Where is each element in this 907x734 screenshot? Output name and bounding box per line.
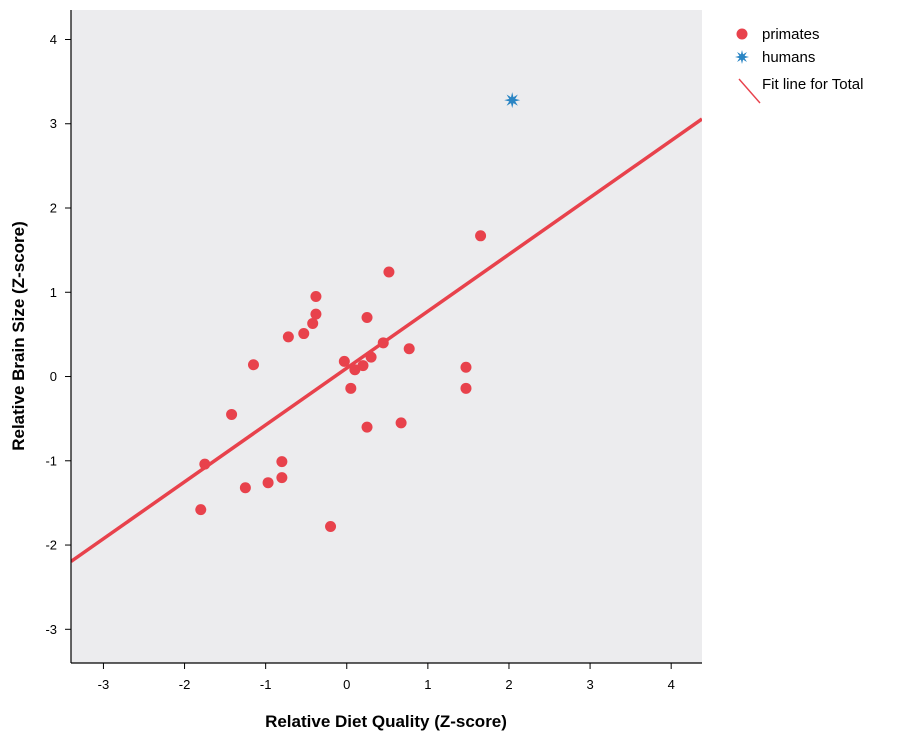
x-tick-label: -2 [179,677,191,692]
x-tick-label: 2 [505,677,512,692]
data-point-primates [310,308,322,320]
x-axis-ticks: -3 -2 -1 0 1 2 3 4 [98,663,675,692]
x-tick-label: 4 [668,677,675,692]
data-point-primates [325,521,337,533]
data-point-primates [460,361,472,373]
data-point-primates [239,482,251,494]
legend-humans-label: humans [762,49,815,66]
data-point-primates [395,417,407,429]
y-tick-label: -1 [45,453,57,468]
x-tick-label: 0 [343,677,350,692]
legend-fit-line-label: Fit line for Total [762,76,863,93]
data-point-primates [361,421,373,433]
legend-star-shape [735,50,749,64]
legend-primates-marker [736,28,748,40]
y-tick-label: 0 [50,369,57,384]
data-point-primates [247,359,259,371]
x-tick-label: -3 [98,677,110,692]
y-tick-label: 3 [50,116,57,131]
y-tick-label: 1 [50,285,57,300]
data-point-primates [310,290,322,302]
y-tick-label: 2 [50,201,57,216]
data-point-primates [226,408,238,420]
y-tick-label: 4 [50,32,57,47]
data-point-primates [377,337,389,349]
points-layer [195,92,521,533]
data-point-primates [195,504,207,516]
y-axis-ticks: -3 -2 -1 0 1 2 3 4 [45,32,71,637]
legend-humans-marker [735,50,749,64]
legend: primates humans Fit line for Total [735,26,863,104]
data-point-primates [403,343,415,355]
data-point-primates [475,230,487,242]
y-axis-title: Relative Brain Size (Z-score) [9,221,28,451]
data-point-primates [199,458,211,470]
data-point-primates [357,360,369,372]
data-point-primates [276,472,288,484]
data-point-primates [276,456,288,468]
x-tick-label: -1 [260,677,272,692]
legend-fit-line-marker [738,78,761,104]
data-point-humans [504,92,521,109]
data-point-primates [298,328,310,340]
y-tick-label: -2 [45,538,57,553]
data-point-primates [383,266,395,278]
x-tick-label: 3 [586,677,593,692]
plot-area [71,10,702,663]
data-point-primates [338,355,350,367]
data-point-primates [361,312,373,324]
data-point-primates [349,364,361,376]
x-axis-title: Relative Diet Quality (Z-score) [265,712,507,731]
data-point-primates [365,351,377,363]
legend-primates-label: primates [762,26,820,43]
y-tick-label: -3 [45,622,57,637]
data-point-primates [307,317,319,329]
data-point-primates [460,382,472,394]
data-point-primates [262,477,274,489]
data-point-primates [345,382,357,394]
x-tick-label: 1 [424,677,431,692]
data-point-primates [282,331,294,343]
